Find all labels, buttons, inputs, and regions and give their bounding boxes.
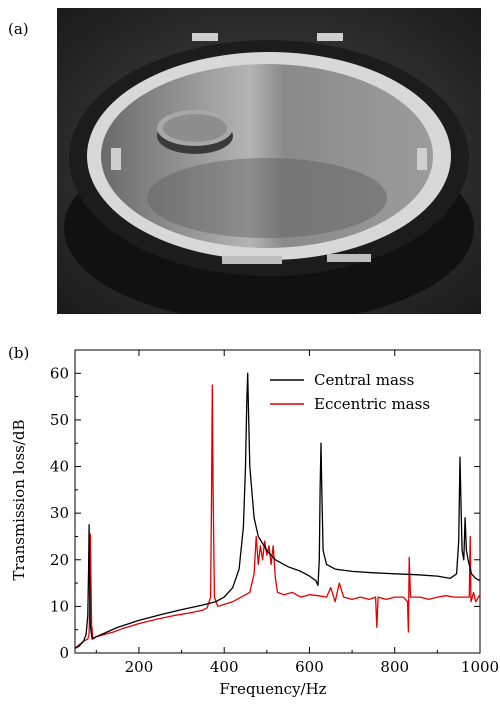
y-tick-label: 40 [50,458,69,476]
series-line-central-mass [74,372,481,649]
transmission-loss-chart: 200 400 600 800 1000 0 10 20 30 40 50 60 Central ma… [10,349,499,698]
x-tick-label: 600 [295,658,324,676]
y-tick-label: 60 [50,364,69,382]
membrane-photo [57,8,481,314]
legend-label: Eccentric mass [314,395,430,413]
plot-border [74,349,481,654]
series-layer [74,372,481,649]
legend-label: Central mass [314,371,414,389]
y-tick-label: 10 [50,597,69,615]
x-tick-label: 400 [210,658,239,676]
axis-ticks: 200 400 600 800 1000 0 10 20 30 40 50 60 [50,350,499,676]
x-tick-label: 800 [380,658,409,676]
x-tick-label: 1000 [461,658,499,676]
y-tick-label: 30 [50,504,69,522]
mass-disc [157,110,233,154]
y-tick-label: 50 [50,411,69,429]
panel-label-b: (b) [8,344,30,362]
y-tick-label: 20 [50,551,69,569]
x-axis-label: Frequency/Hz [219,680,326,698]
x-tick-label: 200 [125,658,154,676]
legend: Central mass Eccentric mass [270,371,430,413]
y-axis-label: Transmission loss/dB [10,419,28,580]
panel-label-a: (a) [8,20,29,38]
y-tick-label: 0 [59,644,69,662]
plot-frame [74,349,481,654]
series-line-eccentric-mass [74,384,481,649]
